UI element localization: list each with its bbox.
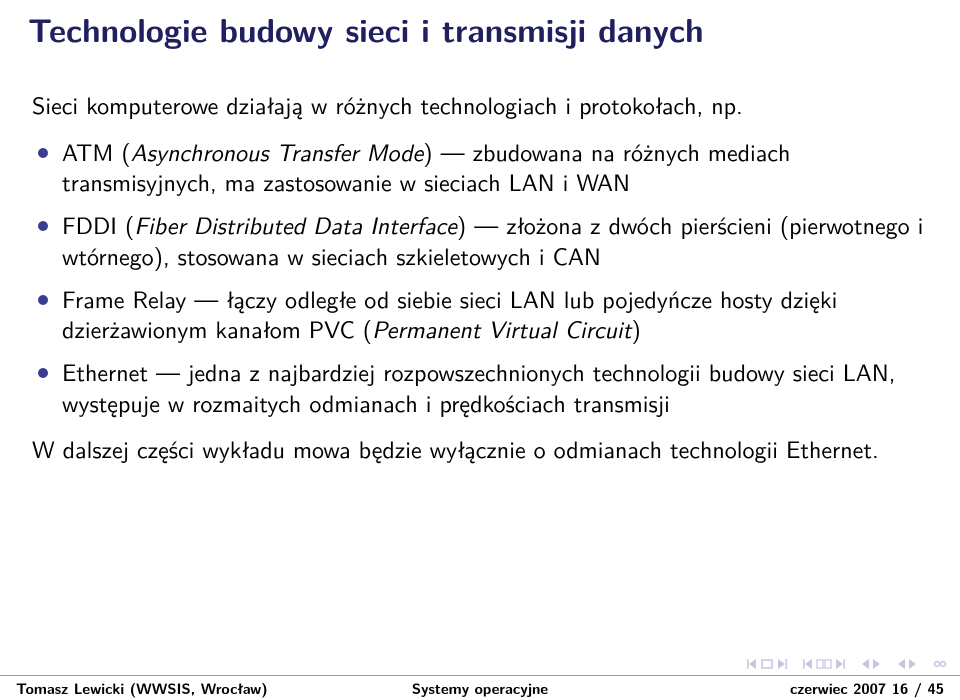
- footer-date: czerwiec 2007: [790, 678, 886, 699]
- nav-search-icon[interactable]: [932, 657, 948, 671]
- list-item: Ethernet — jedna z najbardziej rozpowsze…: [62, 357, 928, 418]
- footer-page-total: 45: [927, 678, 944, 699]
- footer-lecture: Systemy operacyjne: [325, 678, 634, 699]
- nav-prev-section-icon[interactable]: [802, 658, 814, 670]
- nav-section-icon[interactable]: [816, 658, 832, 670]
- footer-page-current: 16: [892, 678, 909, 699]
- nav-last-icon[interactable]: [776, 658, 788, 670]
- nav-first-icon[interactable]: [746, 658, 758, 670]
- nav-group-back: [896, 658, 918, 670]
- nav-group-slide: [860, 658, 882, 670]
- footer-page-slash: /: [908, 678, 927, 699]
- slide: Technologie budowy sieci i transmisji da…: [0, 0, 960, 700]
- footer-author: Tomasz Lewicki (WWSIS, Wrocław): [0, 678, 325, 699]
- bullet-list: ATM (Asynchronous Transfer Mode) — zbudo…: [32, 137, 928, 419]
- slide-content: Sieci komputerowe działają w różnych tec…: [0, 48, 960, 465]
- intro-text: Sieci komputerowe działają w różnych tec…: [32, 90, 928, 121]
- nav-next-section-icon[interactable]: [834, 658, 846, 670]
- bullet-text-pre: Ethernet — jedna z najbardziej rozpowsze…: [62, 354, 895, 420]
- bullet-text-post: ): [631, 311, 640, 346]
- nav-icons: [746, 657, 948, 671]
- list-item: ATM (Asynchronous Transfer Mode) — zbudo…: [62, 137, 928, 198]
- nav-frame-icon[interactable]: [760, 658, 774, 670]
- list-item: FDDI (Fiber Distributed Data Interface) …: [62, 210, 928, 271]
- slide-title: Technologie budowy sieci i transmisji da…: [0, 0, 960, 48]
- bullet-text-ital: Permanent Virtual Circuit: [372, 311, 631, 346]
- list-item: Frame Relay — łączy odległe od siebie si…: [62, 284, 928, 345]
- footer: Tomasz Lewicki (WWSIS, Wrocław) Systemy …: [0, 675, 960, 700]
- nav-back-icon[interactable]: [896, 658, 906, 670]
- nav-next-icon[interactable]: [872, 658, 882, 670]
- footer-date-page: czerwiec 2007 16 / 45: [635, 678, 960, 699]
- nav-group-section: [802, 658, 846, 670]
- nav-prev-icon[interactable]: [860, 658, 870, 670]
- outro-text: W dalszej części wykładu mowa będzie wył…: [32, 434, 928, 465]
- nav-forward-icon[interactable]: [908, 658, 918, 670]
- nav-group-frame: [746, 658, 788, 670]
